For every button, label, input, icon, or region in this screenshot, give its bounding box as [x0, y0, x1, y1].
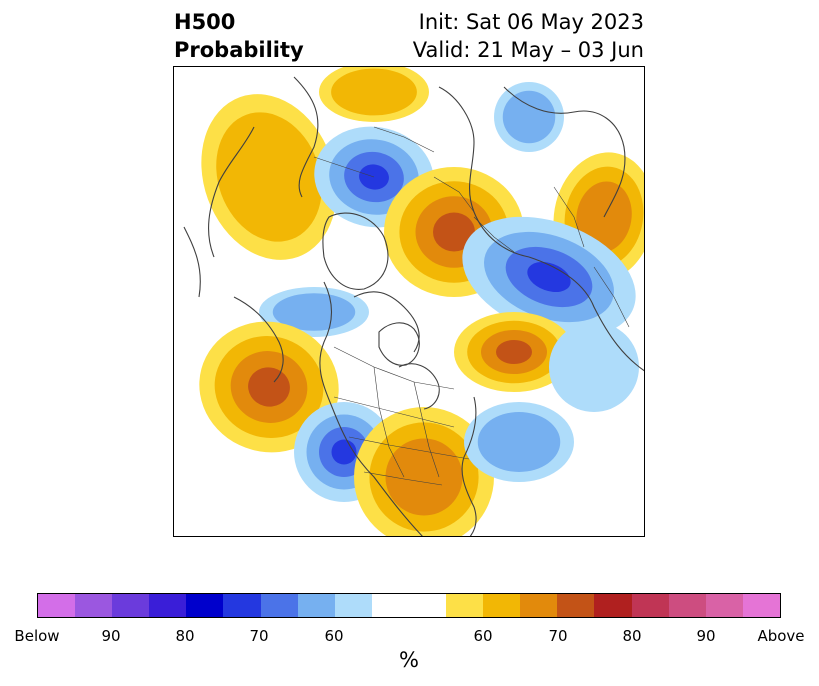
warm-anomaly-pacific-level	[248, 367, 290, 407]
cold-anomaly-east-level	[527, 261, 571, 293]
warm-anomaly-central-level	[433, 212, 475, 252]
colorbar-tick-label: Above	[757, 627, 805, 645]
colorbar-swatch	[223, 594, 261, 617]
colorbar-swatch	[631, 594, 669, 617]
colorbar-swatch	[520, 594, 558, 617]
probability-map	[173, 66, 645, 537]
title-line-2: Probability	[174, 38, 304, 62]
warm-anomaly-top-level	[331, 68, 417, 116]
warm-anomaly-top	[319, 67, 429, 122]
colorbar-tick-label: 60	[324, 627, 344, 645]
cold-anomaly-top-right-level	[502, 90, 556, 144]
colorbar-swatch	[742, 594, 780, 617]
cold-anomaly-far-right	[549, 322, 639, 412]
colorbar	[37, 593, 781, 618]
forecast-dates: Init: Sat 06 May 2023 Valid: 21 May – 03…	[413, 8, 644, 64]
colorbar-tick-label: Below	[14, 627, 60, 645]
colorbar-tick-label: 60	[473, 627, 493, 645]
warm-anomaly-northwest	[201, 94, 337, 260]
valid-period: Valid: 21 May – 03 Jun	[412, 38, 644, 62]
colorbar-tick-label: 90	[696, 627, 716, 645]
cold-anomaly-western-us-level	[331, 439, 357, 465]
colorbar-swatch	[334, 594, 372, 617]
map-svg	[183, 67, 644, 536]
warm-anomaly-pacific	[199, 321, 339, 453]
cold-anomaly-far-right-level	[549, 322, 639, 412]
colorbar-tick-label: 70	[249, 627, 269, 645]
colorbar-swatch	[408, 594, 447, 617]
borders	[313, 126, 630, 486]
cold-anomaly-atlantic	[464, 402, 574, 482]
colorbar-unit: %	[399, 648, 419, 672]
colorbar-swatch	[705, 594, 743, 617]
colorbar-swatch	[668, 594, 706, 617]
colorbar-swatch	[75, 594, 113, 617]
anomaly-shading	[199, 67, 644, 536]
colorbar-tick-label: 80	[622, 627, 642, 645]
colorbar-swatch	[594, 594, 632, 617]
colorbar-swatch	[149, 594, 187, 617]
colorbar-swatch	[483, 594, 521, 617]
colorbar-swatch	[557, 594, 595, 617]
warm-anomaly-mid-right-level	[496, 340, 532, 364]
colorbar-swatch	[112, 594, 150, 617]
warm-anomaly-eastern-us	[354, 407, 494, 536]
cold-anomaly-atlantic-level	[477, 412, 561, 472]
colorbar-swatch	[297, 594, 335, 617]
colorbar-swatch	[186, 594, 224, 617]
title-line-1: H500	[174, 10, 236, 34]
colorbar-tick-label: 80	[175, 627, 195, 645]
colorbar-tick-label: 90	[101, 627, 121, 645]
init-date: Init: Sat 06 May 2023	[418, 10, 644, 34]
cold-anomaly-west-level	[272, 293, 356, 331]
warm-anomaly-mid-right	[454, 312, 574, 392]
warm-anomaly-northwest-level	[216, 112, 322, 242]
colorbar-swatch	[38, 594, 76, 617]
cold-anomaly-top-right	[494, 82, 564, 152]
colorbar-swatch	[446, 594, 484, 617]
colorbar-swatch	[260, 594, 298, 617]
chart-title: H500 Probability	[174, 8, 304, 64]
cold-anomaly-east	[462, 216, 636, 338]
colorbar-swatch	[371, 594, 409, 617]
colorbar-tick-label: 70	[548, 627, 568, 645]
coastlines	[183, 76, 644, 536]
warm-anomaly-eastern-us-level	[385, 438, 463, 516]
